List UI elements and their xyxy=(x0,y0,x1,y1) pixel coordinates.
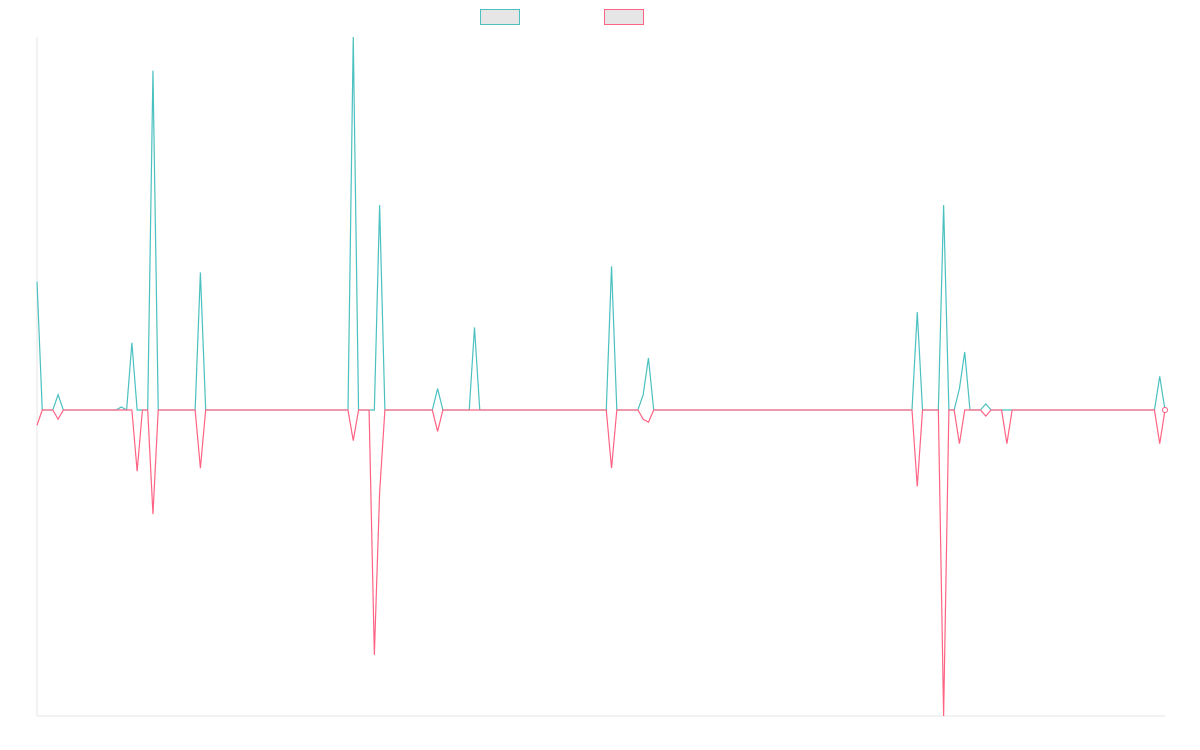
legend-swatch-series-2[interactable] xyxy=(604,9,644,25)
series-2-end-point[interactable] xyxy=(1162,407,1168,413)
series-line-2 xyxy=(36,409,1166,717)
series-line-1 xyxy=(36,36,1166,411)
legend-swatch-series-1[interactable] xyxy=(480,9,520,25)
